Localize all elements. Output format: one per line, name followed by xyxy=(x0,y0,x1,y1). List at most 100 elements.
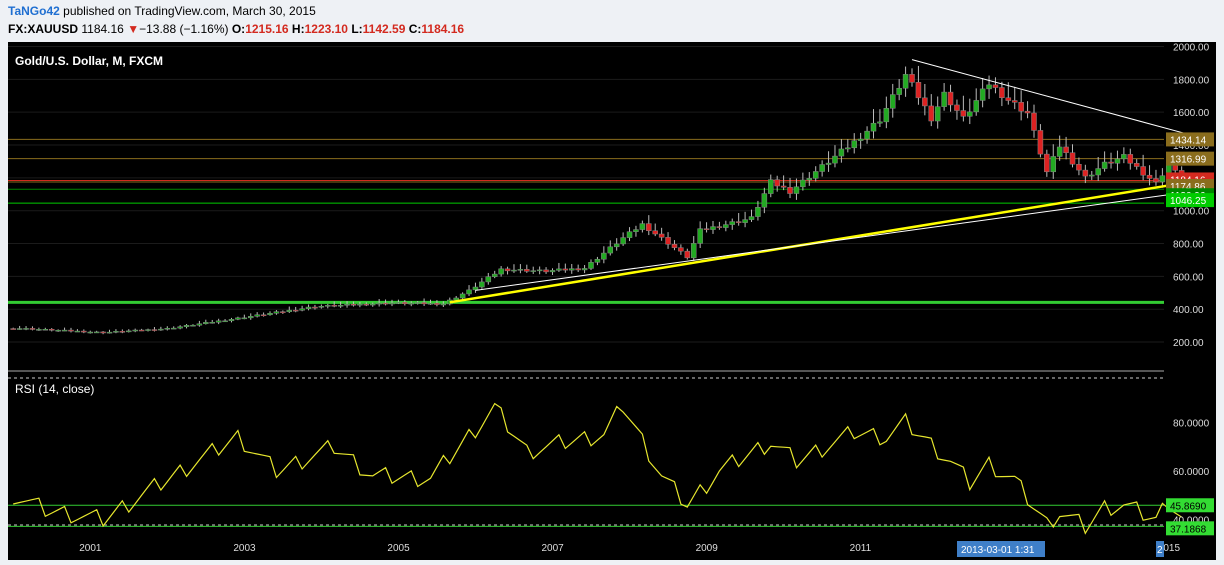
candle xyxy=(710,226,716,230)
candle xyxy=(10,328,16,330)
rsi-axis-tick: 40.0000 xyxy=(1173,516,1210,527)
candle xyxy=(389,302,395,305)
candle xyxy=(594,258,601,263)
candle xyxy=(819,164,825,172)
candle xyxy=(934,106,941,122)
candle xyxy=(697,228,703,244)
x-axis-cut-label: 2 xyxy=(1157,545,1163,556)
candle xyxy=(55,329,61,332)
candle xyxy=(1089,174,1095,177)
candle xyxy=(145,329,151,331)
candle xyxy=(890,94,896,109)
candle xyxy=(331,305,337,307)
time-axis-tick: 2003 xyxy=(233,543,256,554)
candle xyxy=(337,304,344,307)
symbol-label[interactable]: FX:XAUUSD xyxy=(8,22,79,36)
candle xyxy=(357,303,363,306)
candle xyxy=(1044,153,1050,173)
candle xyxy=(170,327,177,330)
candle xyxy=(1050,156,1056,173)
candle xyxy=(992,84,999,88)
last-price: 1184.16 xyxy=(81,22,124,36)
candle xyxy=(967,111,973,117)
candle xyxy=(472,286,479,291)
candle xyxy=(517,269,524,271)
candle xyxy=(344,303,350,306)
candle xyxy=(254,314,260,317)
price-axis-tick: 800.00 xyxy=(1173,240,1204,251)
candle xyxy=(690,243,697,259)
candle xyxy=(81,330,87,333)
rsi-level-label: 37.1868 xyxy=(1170,524,1207,535)
chart-title: Gold/U.S. Dollar, M, FXCM xyxy=(15,54,163,68)
candle xyxy=(113,331,119,333)
candle xyxy=(42,329,49,331)
candle xyxy=(209,322,215,324)
price-axis-tick: 600.00 xyxy=(1173,272,1204,283)
low-label: L: xyxy=(351,22,363,36)
candle xyxy=(363,303,370,306)
candle xyxy=(524,269,530,272)
candle xyxy=(408,302,414,305)
price-level-label: 1434.14 xyxy=(1170,135,1207,146)
candle xyxy=(896,87,902,95)
close-value: 1184.16 xyxy=(421,22,465,36)
candle xyxy=(845,147,851,150)
rsi-title: RSI (14, close) xyxy=(15,382,94,396)
candle xyxy=(652,230,658,235)
candle xyxy=(427,303,434,305)
candle xyxy=(562,268,569,271)
candlestick-series xyxy=(10,65,1185,335)
candle xyxy=(402,302,408,304)
candle xyxy=(761,193,768,208)
x-axis-cut-box xyxy=(1156,541,1164,557)
author-name[interactable]: TaNGo42 xyxy=(8,4,60,18)
candle xyxy=(1146,174,1153,179)
candle xyxy=(748,216,755,220)
candle xyxy=(902,74,909,89)
candle xyxy=(248,316,254,319)
candle xyxy=(190,324,196,327)
chart-canvas[interactable]: 2000.001800.001600.001400.001200.001000.… xyxy=(0,40,1224,565)
candle xyxy=(61,329,68,332)
price-level-label: 1316.99 xyxy=(1170,155,1207,166)
price-level-tag xyxy=(1166,151,1214,166)
candle xyxy=(1082,169,1089,177)
candle xyxy=(280,311,286,313)
candle xyxy=(466,289,472,295)
candle xyxy=(196,323,203,326)
candle xyxy=(941,91,947,107)
price-axis-tick: 1800.00 xyxy=(1173,75,1210,86)
candle xyxy=(581,268,588,271)
candle xyxy=(350,303,357,306)
price-axis[interactable] xyxy=(1164,42,1216,560)
candle xyxy=(684,250,691,259)
time-axis-tick: 2005 xyxy=(387,543,410,554)
candle xyxy=(774,179,780,187)
candle xyxy=(318,306,325,308)
rsi-line xyxy=(13,402,1183,535)
time-axis-tick: 2011 xyxy=(850,543,872,554)
candle xyxy=(132,329,138,332)
candle xyxy=(793,186,800,194)
candle xyxy=(626,231,633,238)
candle xyxy=(369,303,376,306)
candle xyxy=(588,262,594,269)
price-axis-tick: 400.00 xyxy=(1173,305,1204,316)
candle xyxy=(883,108,890,123)
candle xyxy=(100,331,106,334)
candle xyxy=(678,247,684,252)
time-axis-tick: 2007 xyxy=(541,543,564,554)
candle xyxy=(1005,97,1012,101)
candle xyxy=(922,97,928,107)
candle xyxy=(151,329,158,331)
price-level-tag xyxy=(1166,132,1214,147)
candle xyxy=(440,303,447,306)
ohlc-line: FX:XAUUSD 1184.16 ▼−13.88 (−1.16%) O:121… xyxy=(8,22,464,36)
candle xyxy=(864,130,870,140)
time-axis-tick: 2015 xyxy=(1158,543,1181,554)
time-axis-tick: 2009 xyxy=(696,543,719,554)
candle xyxy=(870,122,877,132)
candle xyxy=(723,224,729,228)
candle xyxy=(1076,163,1082,171)
